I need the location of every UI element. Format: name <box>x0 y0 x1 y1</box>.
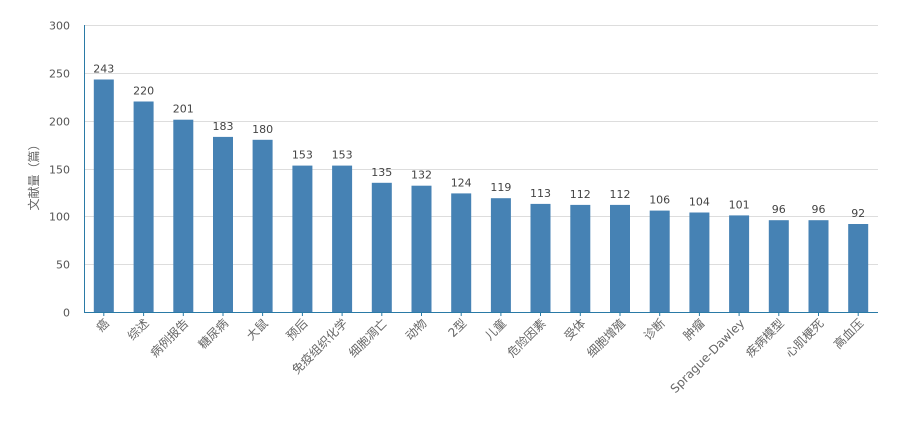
bar <box>848 224 869 312</box>
bar <box>411 185 432 312</box>
data-label: 112 <box>610 188 631 201</box>
y-tick-labels: 0 50 100 150 200 250 300 <box>49 20 70 320</box>
x-tick-label: 病例报告 <box>147 316 192 361</box>
bar <box>570 204 591 312</box>
y-tick-label: 100 <box>49 211 70 224</box>
x-tick-label: 高血压 <box>830 316 866 352</box>
data-label: 220 <box>133 85 154 98</box>
data-label: 132 <box>411 169 432 182</box>
data-label: 183 <box>213 120 234 133</box>
bar <box>530 203 551 312</box>
x-tick-label: Sprague-Dawley <box>668 316 748 396</box>
x-tick-label: 受体 <box>562 316 589 343</box>
data-label: 104 <box>689 196 710 209</box>
x-tick-label: 诊断 <box>640 316 668 344</box>
bar <box>808 220 829 312</box>
bar <box>292 165 313 312</box>
y-tick-label: 50 <box>56 259 70 272</box>
bar <box>213 136 233 312</box>
data-label: 153 <box>332 149 353 162</box>
bar <box>729 215 750 312</box>
data-labels: 243 220 201 183 180 153 153 135 132 124 119 113 112 1… <box>93 63 865 221</box>
data-label: 201 <box>173 103 194 116</box>
bar <box>133 101 154 312</box>
y-tick-label: 250 <box>49 68 70 81</box>
x-tick-label: 预后 <box>284 316 311 343</box>
bar <box>371 182 392 312</box>
bar <box>252 139 273 312</box>
bar <box>610 204 630 312</box>
x-tick-label: 2型 <box>446 316 470 340</box>
gridlines <box>84 25 878 265</box>
bars <box>93 79 869 312</box>
data-label: 119 <box>490 181 511 194</box>
data-label: 96 <box>772 203 786 216</box>
x-tick-label: 细胞凋亡 <box>346 316 390 360</box>
x-tick-label: 疾病模型 <box>742 316 787 361</box>
x-tick-labels: 癌综述病例报告 糖尿病 大鼠 预后免疫组织化学细胞凋亡 动物 2型 儿童危险因素 受体细胞增殖… <box>93 316 867 396</box>
bar <box>649 210 670 312</box>
y-tick-label: 300 <box>49 20 70 33</box>
data-label: 135 <box>371 166 392 179</box>
data-label: 113 <box>530 187 551 200</box>
data-label: 153 <box>292 149 313 162</box>
bar <box>93 79 114 312</box>
data-label: 124 <box>451 176 472 189</box>
bar <box>689 212 710 312</box>
y-tick-label: 0 <box>63 307 70 320</box>
x-tick-label: 心肌梗死 <box>782 316 827 361</box>
x-tick-label: 癌 <box>93 316 112 335</box>
y-axis-title: 文献量（篇） <box>26 138 41 210</box>
x-tick-label: 动物 <box>403 316 430 343</box>
data-label: 96 <box>812 203 826 216</box>
y-tick-label: 150 <box>49 164 70 177</box>
x-tick-label: 糖尿病 <box>195 316 231 352</box>
x-tick-label: 细胞增殖 <box>584 316 629 361</box>
data-label: 92 <box>851 207 865 220</box>
x-tick-label: 综述 <box>125 316 152 343</box>
data-label: 101 <box>729 198 750 211</box>
bar <box>768 220 789 312</box>
y-tick-label: 200 <box>49 116 70 129</box>
data-label: 243 <box>93 63 114 76</box>
bar <box>173 119 194 312</box>
data-label: 106 <box>649 194 670 207</box>
axes <box>84 25 878 316</box>
bar <box>490 198 511 312</box>
data-label: 112 <box>570 188 591 201</box>
bar <box>451 193 472 312</box>
x-tick-label: 危险因素 <box>504 316 549 361</box>
x-tick-label: 大鼠 <box>244 316 271 343</box>
x-tick-label: 肿瘤 <box>680 316 708 344</box>
x-tick-label: 儿童 <box>481 316 509 344</box>
bar <box>332 165 353 312</box>
data-label: 180 <box>252 123 273 136</box>
